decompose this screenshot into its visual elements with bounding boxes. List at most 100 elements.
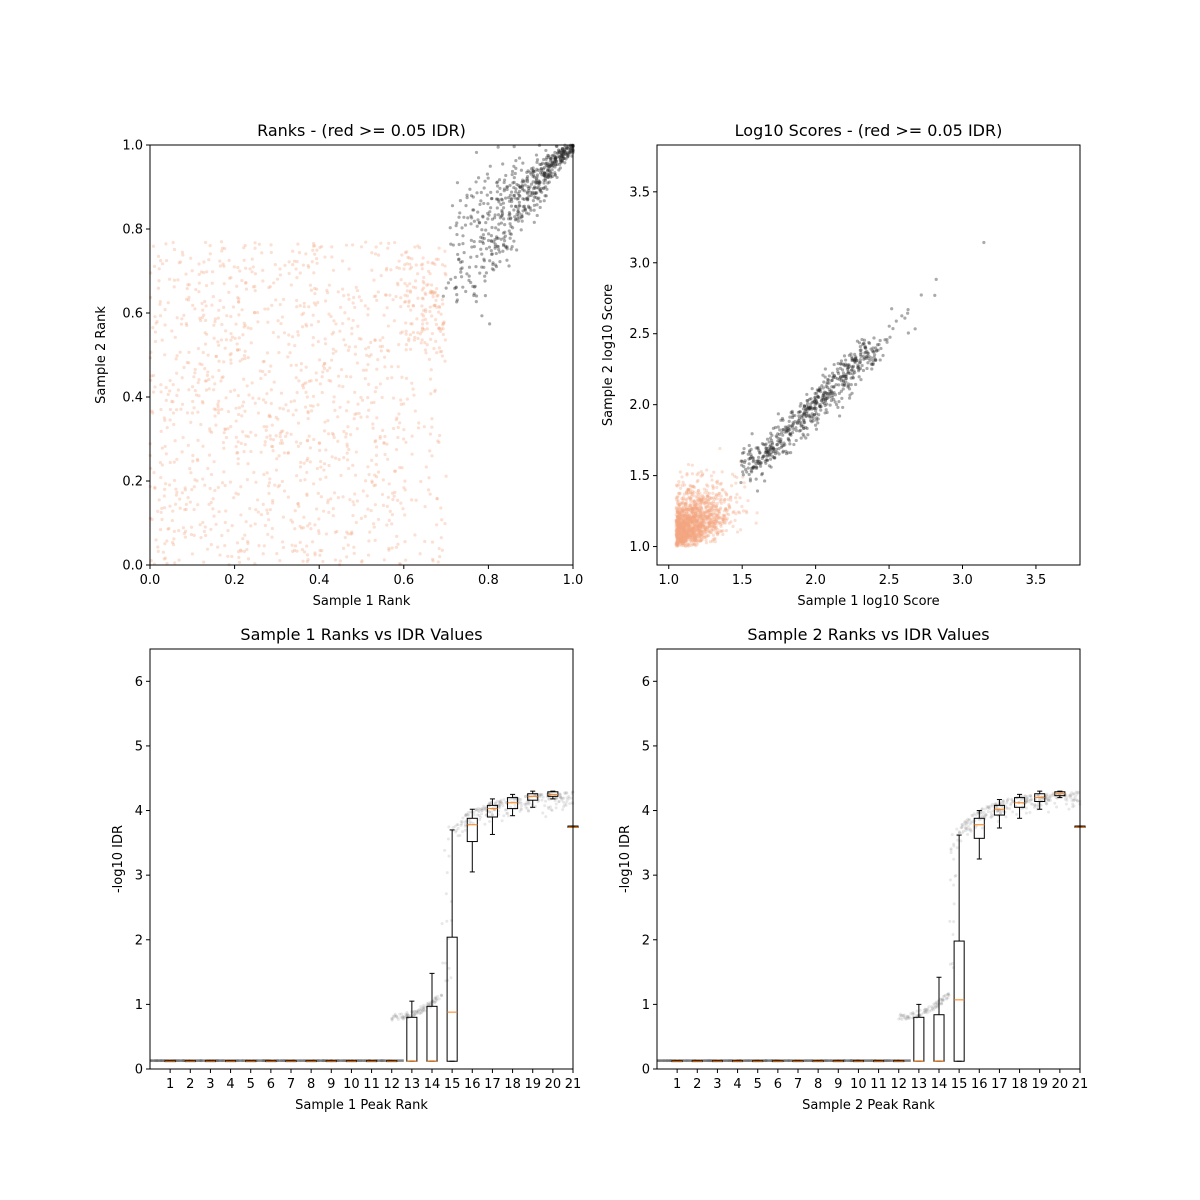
point-failing: [311, 241, 316, 246]
scatter-points: [148, 143, 575, 567]
point-failing: [680, 538, 684, 542]
point-passing: [517, 204, 521, 208]
point-failing: [404, 348, 408, 352]
point-failing: [696, 535, 700, 539]
point-passing: [535, 191, 539, 195]
point-failing: [678, 519, 682, 523]
point-failing: [353, 305, 357, 310]
point-passing: [840, 368, 845, 372]
point-passing: [512, 180, 516, 184]
point-passing: [507, 229, 511, 233]
point-passing: [551, 153, 555, 157]
point-passing: [823, 403, 827, 408]
point-failing: [688, 538, 693, 542]
point-failing: [282, 489, 287, 493]
point-passing: [828, 389, 832, 394]
point-failing: [718, 507, 722, 511]
point-failing: [674, 529, 678, 533]
point-failing: [156, 549, 160, 553]
point-passing: [759, 461, 763, 466]
point-failing: [404, 332, 408, 336]
point-passing: [833, 393, 838, 397]
point-passing: [531, 169, 535, 173]
point-failing: [693, 520, 697, 524]
point-passing: [480, 265, 484, 269]
point-failing: [234, 491, 238, 495]
point-passing: [888, 335, 892, 339]
point-failing: [704, 525, 708, 529]
point-failing: [675, 501, 680, 506]
point-failing: [355, 361, 360, 365]
point-passing: [519, 168, 524, 172]
point-failing: [691, 531, 695, 535]
point-failing: [256, 510, 260, 514]
point-failing: [695, 502, 699, 506]
point-passing: [531, 190, 535, 194]
point-failing: [682, 527, 686, 532]
point-failing: [382, 313, 386, 317]
point-failing: [240, 279, 244, 283]
point-passing: [870, 367, 874, 371]
point-failing: [228, 480, 233, 484]
point-failing: [331, 433, 336, 437]
point-failing: [691, 537, 695, 541]
point-passing: [787, 429, 791, 433]
point-failing: [341, 495, 345, 499]
point-passing: [528, 185, 532, 189]
point-failing: [677, 525, 681, 529]
point-failing: [298, 304, 302, 308]
point-failing: [677, 505, 681, 510]
point-failing: [367, 472, 371, 477]
point-failing: [443, 264, 447, 268]
point-failing: [678, 528, 682, 532]
point-failing: [677, 535, 681, 539]
point-failing: [150, 374, 154, 378]
point-passing: [509, 204, 514, 208]
point-failing: [243, 533, 247, 537]
point-failing: [723, 514, 727, 518]
point-failing: [692, 515, 696, 519]
point-failing: [386, 246, 390, 250]
point-failing: [718, 523, 723, 527]
point-passing: [508, 222, 512, 226]
point-passing: [486, 176, 490, 180]
point-passing: [836, 405, 840, 410]
point-passing: [561, 156, 565, 161]
point-failing: [403, 293, 407, 297]
point-passing: [516, 216, 520, 221]
point-failing: [709, 496, 714, 500]
point-passing: [542, 165, 546, 170]
point-failing: [350, 332, 354, 336]
point-failing: [697, 536, 701, 540]
point-passing: [557, 154, 561, 158]
point-failing: [186, 283, 190, 287]
x-tick-label: 19: [524, 1077, 541, 1092]
point-passing: [818, 404, 822, 409]
point-passing: [546, 181, 550, 185]
point-failing: [295, 474, 299, 478]
point-failing: [274, 298, 278, 302]
point-failing: [257, 544, 261, 548]
point-failing: [333, 456, 338, 460]
point-failing: [407, 299, 411, 303]
point-passing: [490, 217, 495, 221]
point-passing: [934, 277, 938, 281]
point-passing: [546, 167, 550, 171]
point-failing: [434, 257, 438, 261]
point-failing: [687, 544, 691, 548]
point-passing: [535, 167, 539, 171]
point-failing: [213, 382, 217, 386]
point-failing: [695, 532, 699, 536]
point-failing: [367, 382, 371, 386]
point-failing: [690, 510, 694, 514]
point-passing: [540, 190, 544, 194]
point-failing: [171, 400, 175, 404]
point-failing: [698, 503, 703, 507]
point-failing: [369, 401, 374, 405]
point-failing: [193, 478, 197, 482]
point-failing: [331, 351, 335, 356]
point-failing: [712, 525, 716, 529]
point-failing: [216, 316, 220, 320]
point-failing: [248, 506, 252, 511]
point-passing: [850, 358, 854, 363]
